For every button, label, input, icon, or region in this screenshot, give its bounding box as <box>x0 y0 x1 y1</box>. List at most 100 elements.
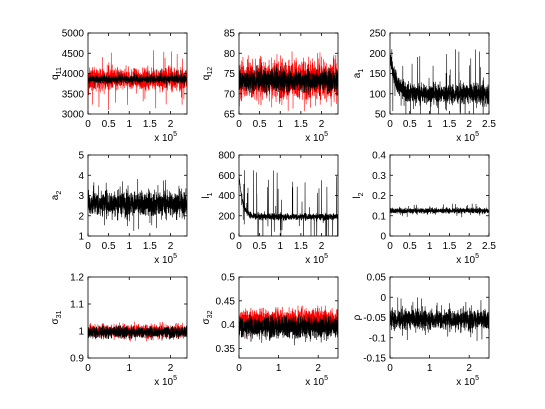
y-tick-label: -0.15 <box>363 354 386 365</box>
y-axis-label: l1 <box>201 192 214 198</box>
x-tick-label: 2 <box>319 241 325 252</box>
x-tick-label: 1.5 <box>442 119 456 130</box>
y-tick-label: 150 <box>369 69 386 80</box>
x-tick-label: 0 <box>85 241 91 252</box>
x-axis-exponent-power: 5 <box>173 375 177 382</box>
axes-box <box>238 154 339 237</box>
subplot-7: 0 1 2 0.9 1 1.1 1.2 σ31 x 105 <box>50 273 188 388</box>
y-tick-label: 0 <box>380 232 386 243</box>
x-tick-label: 0.5 <box>253 241 267 252</box>
x-tick-label: 1 <box>126 363 132 374</box>
y-axis-label-subscript: 11 <box>56 67 63 74</box>
y-tick-label: 0.1 <box>372 211 386 222</box>
subplot-8: 0 1 2 0.35 0.4 0.45 0.5 σ32 x 105 <box>201 273 339 388</box>
x-tick-label: 0 <box>387 241 393 252</box>
y-axis-label: ρ <box>352 314 363 320</box>
x-tick-label: 0 <box>85 119 91 130</box>
x-tick-label: 1.5 <box>294 241 308 252</box>
axes-box <box>389 32 490 115</box>
x-tick-label: 0 <box>387 363 393 374</box>
x-axis-exponent-base: x 10 <box>154 133 173 144</box>
y-axis-label: σ31 <box>50 310 63 324</box>
x-axis-exponent-base: x 10 <box>456 255 475 266</box>
y-tick-label: 600 <box>218 171 235 182</box>
trace-series-2 <box>88 325 187 341</box>
x-tick-label: 2 <box>168 119 174 130</box>
x-tick-label: 0.5 <box>253 119 267 130</box>
y-axis-label-main: σ <box>201 317 212 324</box>
x-axis-exponent-power: 5 <box>324 131 328 138</box>
y-axis-label-subscript: 2 <box>56 191 63 195</box>
y-axis-label: a2 <box>50 191 63 201</box>
y-tick-label: 50 <box>375 110 387 121</box>
y-tick-label: 3500 <box>62 89 85 100</box>
x-tick-label: 1 <box>277 119 283 130</box>
y-tick-label: 1.1 <box>70 300 84 311</box>
y-axis-label-main: l <box>201 196 212 198</box>
y-axis-label-main: a <box>352 72 363 78</box>
y-tick-label: 65 <box>224 110 236 121</box>
y-tick-label: 75 <box>224 69 236 80</box>
subplot-9: 0 1 2 -0.15 -0.1 -0.05 0 0.05 ρ x 105 <box>352 273 490 388</box>
x-tick-label: 0 <box>236 241 242 252</box>
y-tick-label: 1 <box>78 232 84 243</box>
y-tick-label: 200 <box>218 211 235 222</box>
trace-series-1 <box>239 170 338 236</box>
trace-series-2 <box>239 315 338 346</box>
x-tick-label: 0.5 <box>102 119 116 130</box>
y-tick-label: 0.9 <box>70 354 84 365</box>
y-axis-label: q11 <box>50 67 63 80</box>
y-axis-label-main: l <box>352 196 363 198</box>
x-tick-label: 0 <box>85 363 91 374</box>
y-axis-label-subscript: 12 <box>207 67 214 75</box>
x-tick-label: 1.5 <box>294 119 308 130</box>
y-axis-label-main: σ <box>50 317 61 324</box>
x-tick-label: 2.5 <box>482 241 496 252</box>
x-axis-exponent: x 105 <box>154 131 177 144</box>
x-axis-exponent: x 105 <box>456 253 479 266</box>
y-axis-label-subscript: 2 <box>358 192 365 196</box>
x-axis-exponent-base: x 10 <box>154 255 173 266</box>
x-tick-label: 0 <box>236 363 242 374</box>
y-tick-label: 85 <box>224 29 236 40</box>
x-axis-exponent-power: 5 <box>173 131 177 138</box>
x-tick-label: 1 <box>427 241 433 252</box>
trace-series-2 <box>239 65 338 97</box>
y-axis-label: l2 <box>352 192 365 198</box>
y-tick-label: 4000 <box>62 69 85 80</box>
y-axis-label-subscript: 1 <box>358 69 365 73</box>
x-tick-label: 1 <box>427 119 433 130</box>
y-tick-label: 250 <box>369 29 386 40</box>
y-tick-label: 0.45 <box>216 296 236 307</box>
y-tick-label: 0.05 <box>367 273 387 284</box>
y-tick-label: 80 <box>224 49 236 60</box>
x-axis-exponent-power: 5 <box>324 375 328 382</box>
x-tick-label: 1.5 <box>143 119 157 130</box>
x-tick-label: 1 <box>126 119 132 130</box>
x-tick-label: 1 <box>126 241 132 252</box>
x-axis-exponent-base: x 10 <box>456 133 475 144</box>
y-tick-label: 0 <box>380 293 386 304</box>
axes-box <box>389 154 490 237</box>
x-axis-exponent-base: x 10 <box>305 255 324 266</box>
x-axis-exponent-base: x 10 <box>305 377 324 388</box>
y-axis-label-main: q <box>201 75 212 81</box>
x-tick-label: 0.5 <box>102 241 116 252</box>
x-tick-label: 2 <box>466 363 472 374</box>
subplot-2: 0 0.5 1 1.5 2 65 70 75 80 85 q12 x 105 <box>201 29 339 144</box>
y-tick-label: 0 <box>229 232 235 243</box>
x-tick-label: 0.5 <box>403 119 417 130</box>
x-tick-label: 2 <box>319 119 325 130</box>
x-axis-exponent: x 105 <box>305 375 328 388</box>
y-tick-label: 2 <box>78 211 84 222</box>
x-axis-exponent: x 105 <box>154 375 177 388</box>
subplot-1: 0 0.5 1 1.5 2 3000 3500 4000 4500 5000 q11 x 105 <box>50 29 188 144</box>
x-tick-label: 0.5 <box>403 241 417 252</box>
trace-series-1 <box>390 49 489 114</box>
x-axis-exponent-power: 5 <box>475 131 479 138</box>
y-tick-label: 0.2 <box>372 191 386 202</box>
